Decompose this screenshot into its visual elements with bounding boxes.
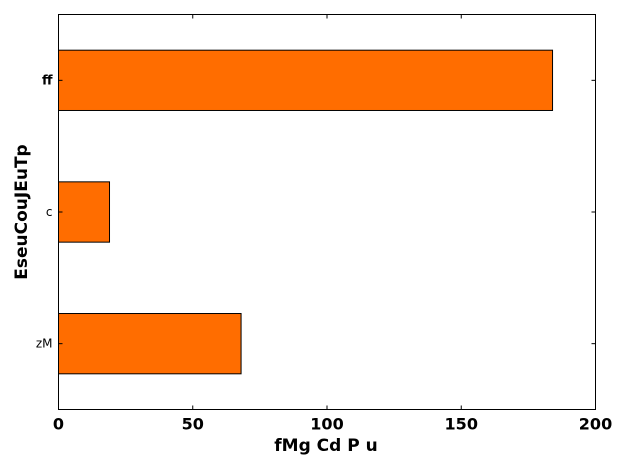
bars [58, 49, 554, 375]
bar-zM [58, 313, 242, 375]
x-tick-label: 50 [182, 415, 204, 434]
y-axis-label: EseuCouJEuTp [12, 144, 32, 279]
bar-ff [58, 49, 554, 111]
x-tick-label: 200 [579, 415, 612, 434]
y-tick-labels: zM c ff [36, 73, 53, 350]
x-tick-labels: 0 50 100 150 200 [53, 415, 612, 434]
x-tick-label: 0 [53, 415, 64, 434]
x-tick-label: 100 [310, 415, 343, 434]
x-tick-label: 150 [445, 415, 478, 434]
y-tick-label: c [46, 205, 53, 219]
bar-c [58, 181, 111, 243]
y-tick-label: ff [42, 73, 53, 88]
x-axis-label: fMg Cd P u [274, 436, 377, 456]
ticks [58, 14, 596, 410]
y-tick-label: zM [36, 337, 53, 351]
